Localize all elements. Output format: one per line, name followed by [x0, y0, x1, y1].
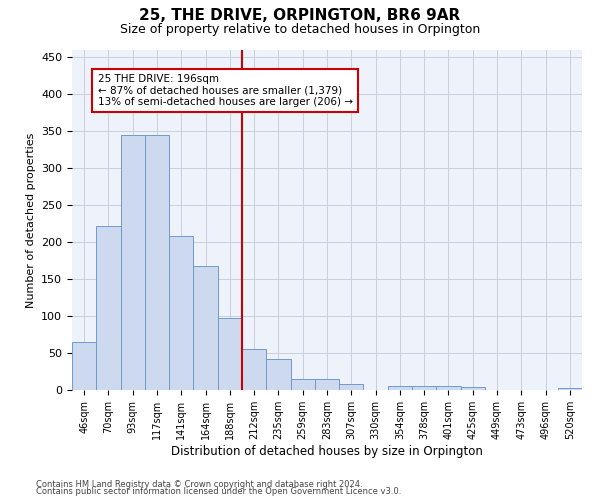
Bar [266, 359, 290, 390]
Bar [242, 348, 266, 390]
Bar [388, 386, 412, 390]
Bar [315, 379, 339, 390]
Text: Size of property relative to detached houses in Orpington: Size of property relative to detached ho… [120, 22, 480, 36]
Text: Contains public sector information licensed under the Open Government Licence v3: Contains public sector information licen… [36, 487, 401, 496]
Text: 25 THE DRIVE: 196sqm
← 87% of detached houses are smaller (1,379)
13% of semi-de: 25 THE DRIVE: 196sqm ← 87% of detached h… [97, 74, 353, 107]
Bar [461, 387, 485, 390]
Y-axis label: Number of detached properties: Number of detached properties [26, 132, 35, 308]
Bar [96, 226, 121, 390]
Bar [218, 318, 242, 390]
Bar [558, 388, 582, 390]
Bar [169, 236, 193, 390]
Bar [412, 386, 436, 390]
X-axis label: Distribution of detached houses by size in Orpington: Distribution of detached houses by size … [171, 444, 483, 458]
Text: 25, THE DRIVE, ORPINGTON, BR6 9AR: 25, THE DRIVE, ORPINGTON, BR6 9AR [139, 8, 461, 22]
Bar [290, 379, 315, 390]
Bar [436, 386, 461, 390]
Bar [193, 266, 218, 390]
Bar [339, 384, 364, 390]
Bar [121, 135, 145, 390]
Bar [145, 135, 169, 390]
Text: Contains HM Land Registry data © Crown copyright and database right 2024.: Contains HM Land Registry data © Crown c… [36, 480, 362, 489]
Bar [72, 342, 96, 390]
